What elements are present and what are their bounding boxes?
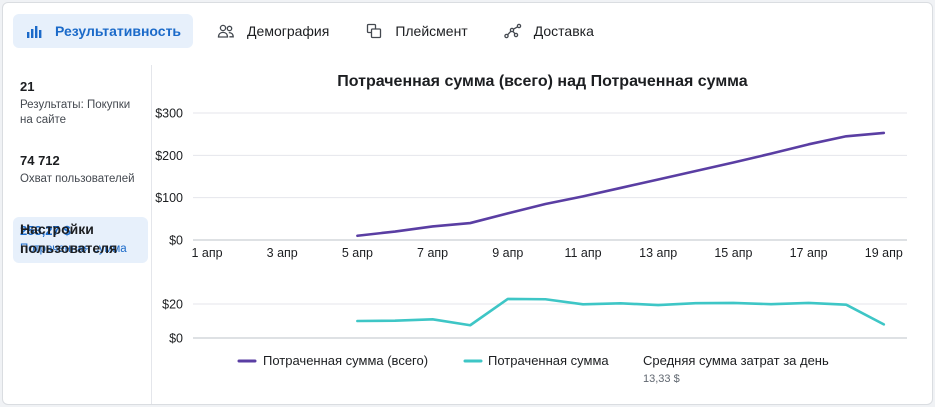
people-icon bbox=[217, 22, 235, 40]
user-settings-link[interactable]: Настройки пользователя bbox=[20, 221, 118, 256]
cumulative-spend-line bbox=[356, 131, 886, 238]
tab-bar: Результативность Демография Плейсмент До… bbox=[13, 14, 618, 48]
chart-title: Потраченная сумма (всего) над Потраченна… bbox=[337, 73, 748, 90]
metric-value: 21 bbox=[20, 79, 35, 94]
tab-label: Доставка bbox=[533, 23, 594, 39]
legend-label-average: Средняя сумма затрат за день bbox=[643, 353, 829, 368]
tab-performance[interactable]: Результативность bbox=[13, 14, 194, 48]
x-tick-label: 5 апр bbox=[342, 246, 373, 260]
metric-amount-spent[interactable]: 253,27 $ Потраченная сумма bbox=[13, 217, 148, 263]
metric-label: Потраченная сумма bbox=[20, 243, 127, 255]
bottom-panel-y-tick: $0 bbox=[169, 332, 183, 346]
metric-value: 74 712 bbox=[20, 153, 60, 168]
top-panel-y-tick: $300 bbox=[155, 107, 183, 121]
legend-label-daily: Потраченная сумма bbox=[488, 353, 609, 368]
metric-label: Результаты: Покупки на сайте bbox=[20, 99, 131, 126]
legend-average-value: 13,33 $ bbox=[643, 373, 680, 385]
legend-label-cumulative: Потраченная сумма (всего) bbox=[263, 353, 428, 368]
x-tick-label: 7 апр bbox=[417, 246, 448, 260]
tab-label: Плейсмент bbox=[395, 23, 468, 39]
tab-delivery[interactable]: Доставка bbox=[492, 14, 606, 48]
x-tick-label: 9 апр bbox=[492, 246, 523, 260]
metric-results[interactable]: 21 Результаты: Покупки на сайте bbox=[13, 73, 148, 134]
delivery-icon bbox=[503, 22, 522, 40]
metrics-sidebar: 21 Результаты: Покупки на сайте 74 712 О… bbox=[3, 65, 152, 404]
tab-placement[interactable]: Плейсмент bbox=[353, 14, 479, 48]
placement-icon bbox=[365, 22, 383, 40]
daily-spend-line bbox=[356, 297, 886, 327]
metric-value: 253,27 $ bbox=[20, 223, 71, 238]
spend-chart: $0 $100 $200 $300 $0 $20 1 апр 3 апр 5 апр 7 апр 9… bbox=[155, 107, 907, 385]
bar-chart-icon bbox=[25, 22, 43, 40]
top-panel-y-tick: $0 bbox=[169, 234, 183, 248]
top-panel-y-tick: $200 bbox=[155, 149, 183, 163]
x-tick-label: 3 апр bbox=[267, 246, 298, 260]
metric-label: Охват пользователей bbox=[20, 173, 135, 185]
tab-label: Демография bbox=[247, 23, 330, 39]
x-tick-label: 17 апр bbox=[790, 246, 828, 260]
bottom-panel-y-tick: $20 bbox=[162, 298, 183, 312]
tab-demography[interactable]: Демография bbox=[205, 14, 341, 48]
x-tick-label: 13 апр bbox=[639, 246, 677, 260]
x-tick-label: 15 апр bbox=[714, 246, 752, 260]
top-panel-y-tick: $100 bbox=[155, 191, 183, 205]
tab-label: Результативность bbox=[55, 23, 182, 39]
x-tick-label: 19 апр bbox=[865, 246, 903, 260]
metric-reach[interactable]: 74 712 Охват пользователей bbox=[13, 147, 148, 193]
x-tick-label: 1 апр bbox=[191, 246, 222, 260]
x-tick-label: 11 апр bbox=[564, 246, 601, 260]
